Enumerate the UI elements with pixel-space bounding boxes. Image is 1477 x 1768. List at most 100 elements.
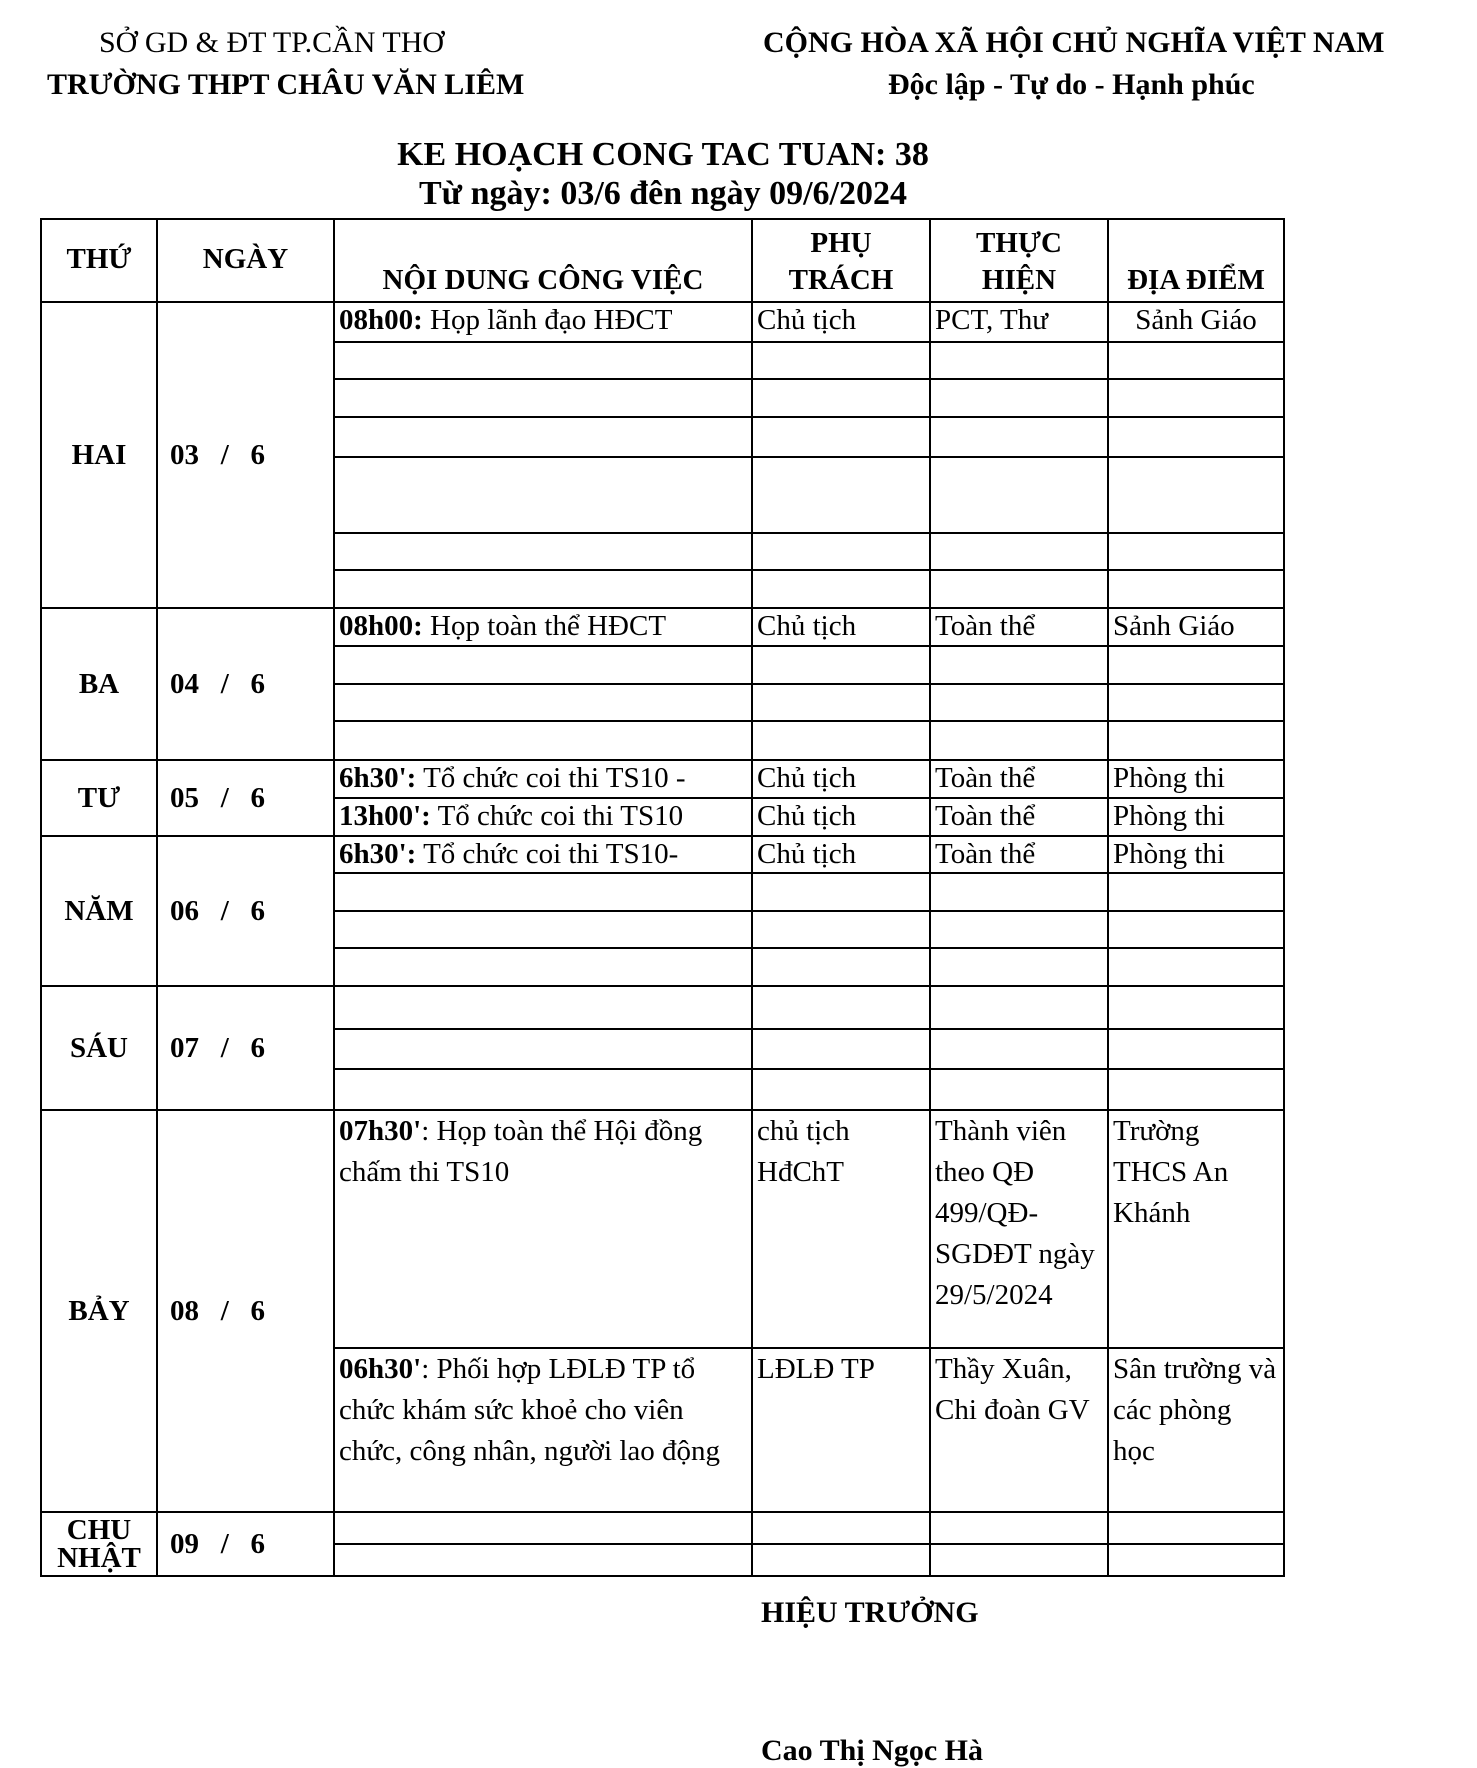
person-in-charge-cell xyxy=(751,378,931,418)
participants-cell xyxy=(929,1543,1109,1577)
person-in-charge-cell xyxy=(751,683,931,722)
person-in-charge-cell xyxy=(751,1028,931,1070)
table-row xyxy=(41,341,1285,380)
location-cell: Trường THCS An Khánh xyxy=(1107,1109,1285,1349)
task-content-cell: 06h30': Phối hợp LĐLĐ TP tổ chức khám sứ… xyxy=(333,1347,753,1513)
table-row xyxy=(41,947,1285,987)
person-in-charge-cell: Chủ tịch xyxy=(751,607,931,647)
person-in-charge-cell: LĐLĐ TP xyxy=(751,1347,931,1513)
task-description: : Phối hợp LĐLĐ TP tổ chức khám sức khoẻ… xyxy=(339,1353,720,1467)
task-time: 06h30' xyxy=(339,1353,422,1385)
task-content-cell: 6h30': Tổ chức coi thi TS10 - xyxy=(333,759,753,799)
table-row xyxy=(41,416,1285,458)
location-cell xyxy=(1107,872,1285,912)
weekday-cell: NĂM xyxy=(40,835,158,987)
table-row: TƯ 05 / 6 6h30': Tổ chức coi thi TS10 - Chủ… xyxy=(40,759,1285,837)
task-content-cell xyxy=(333,341,753,380)
person-in-charge-cell: Chủ tịch xyxy=(751,835,931,874)
school-name: TRƯỜNG THPT CHÂU VĂN LIÊM xyxy=(47,68,525,101)
participants-cell xyxy=(929,720,1109,761)
location-cell xyxy=(1107,569,1285,609)
table-row xyxy=(41,910,1285,949)
person-in-charge-cell xyxy=(751,872,931,912)
participants-cell: Thành viên theo QĐ 499/QĐ-SGDĐT ngày 29/… xyxy=(929,1109,1109,1349)
document-title: KE HOẠCH CONG TAC TUAN: 38 xyxy=(397,136,929,173)
date-cell: 07 / 6 xyxy=(156,985,335,1111)
location-cell xyxy=(1107,683,1285,722)
task-content-cell: 07h30': Họp toàn thể Hội đồng chấm thi T… xyxy=(333,1109,753,1349)
table-row xyxy=(41,872,1285,912)
location-cell: Sảnh Giáo xyxy=(1107,301,1285,343)
date-cell: 03 / 6 xyxy=(156,301,335,609)
person-in-charge-cell xyxy=(751,910,931,949)
participants-cell: Thầy Xuân, Chi đoàn GV xyxy=(929,1347,1109,1513)
location-cell xyxy=(1107,910,1285,949)
weekday-cell: HAI xyxy=(40,301,158,609)
column-thu-header: THỨ xyxy=(40,218,158,303)
national-motto: Độc lập - Tự do - Hạnh phúc xyxy=(888,68,1255,101)
table-row: NĂM 06 / 6 6h30': Tổ chức coi thi TS10- Chủ… xyxy=(40,835,1285,987)
participants-cell: Toàn thể xyxy=(929,835,1109,874)
table-row xyxy=(41,683,1285,722)
table-row: 06h30': Phối hợp LĐLĐ TP tổ chức khám sứ… xyxy=(41,1347,1285,1513)
task-content-cell xyxy=(333,378,753,418)
task-content-cell xyxy=(333,683,753,722)
task-content-cell: 08h00: Họp toàn thể HĐCT xyxy=(333,607,753,647)
weekly-schedule-table: THỨ NGÀY NỘI DUNG CÔNG VIỆC PHỤ TRÁCH THỰC H… xyxy=(40,218,1285,1577)
table-row xyxy=(41,1028,1285,1070)
department-name: SỞ GD & ĐT TP.CẦN THƠ xyxy=(99,26,445,59)
table-row xyxy=(41,532,1285,571)
location-cell xyxy=(1107,341,1285,380)
column-ngay-header: NGÀY xyxy=(156,218,335,303)
participants-cell xyxy=(929,872,1109,912)
task-time: 08h00: xyxy=(339,610,423,642)
task-content-cell: 6h30': Tổ chức coi thi TS10- xyxy=(333,835,753,874)
date-cell: 09 / 6 xyxy=(156,1511,335,1577)
table-row xyxy=(41,720,1285,761)
date-cell: 06 / 6 xyxy=(156,835,335,987)
task-content-cell xyxy=(333,720,753,761)
participants-cell xyxy=(929,532,1109,571)
person-in-charge-cell xyxy=(751,645,931,685)
participants-cell xyxy=(929,1511,1109,1545)
person-in-charge-cell xyxy=(751,947,931,987)
task-content-cell xyxy=(333,532,753,571)
task-content-cell xyxy=(333,910,753,949)
person-in-charge-cell xyxy=(751,985,931,1030)
location-cell xyxy=(1107,645,1285,685)
location-cell: Phòng thi xyxy=(1107,759,1285,799)
weekday-cell: BA xyxy=(40,607,158,761)
task-content-cell xyxy=(333,1068,753,1111)
person-in-charge-cell xyxy=(751,569,931,609)
weekday-cell: TƯ xyxy=(40,759,158,837)
weekday-cell: BẢY xyxy=(40,1109,158,1513)
task-content-cell xyxy=(333,947,753,987)
task-content-cell xyxy=(333,985,753,1030)
date-cell: 04 / 6 xyxy=(156,607,335,761)
participants-cell xyxy=(929,416,1109,458)
table-header-row: THỨ NGÀY NỘI DUNG CÔNG VIỆC PHỤ TRÁCH THỰC H… xyxy=(40,218,1285,303)
person-in-charge-cell: Chủ tịch xyxy=(751,759,931,799)
location-cell xyxy=(1107,378,1285,418)
participants-cell xyxy=(929,341,1109,380)
location-cell: Phòng thi xyxy=(1107,835,1285,874)
task-time: 13h00': xyxy=(339,800,431,832)
participants-cell xyxy=(929,683,1109,722)
person-in-charge-cell: chủ tịch HđChT xyxy=(751,1109,931,1349)
task-description: Tổ chức coi thi TS10 xyxy=(430,800,684,832)
location-cell: Sảnh Giáo xyxy=(1107,607,1285,647)
participants-cell: Toàn thể xyxy=(929,607,1109,647)
person-in-charge-cell xyxy=(751,341,931,380)
signature-role: HIỆU TRƯỞNG xyxy=(761,1596,979,1629)
participants-cell xyxy=(929,456,1109,534)
person-in-charge-cell xyxy=(751,1511,931,1545)
task-content-cell xyxy=(333,872,753,912)
table-row: BẢY 08 / 6 07h30': Họp toàn thể Hội đồng c… xyxy=(40,1109,1285,1513)
national-title: CỘNG HÒA XÃ HỘI CHỦ NGHĨA VIỆT NAM xyxy=(763,26,1385,59)
location-cell xyxy=(1107,947,1285,987)
task-content-cell xyxy=(333,569,753,609)
participants-cell xyxy=(929,1028,1109,1070)
person-in-charge-cell xyxy=(751,1068,931,1111)
task-description: : Họp toàn thể Hội đồng chấm thi TS10 xyxy=(339,1115,703,1188)
task-content-cell xyxy=(333,645,753,685)
